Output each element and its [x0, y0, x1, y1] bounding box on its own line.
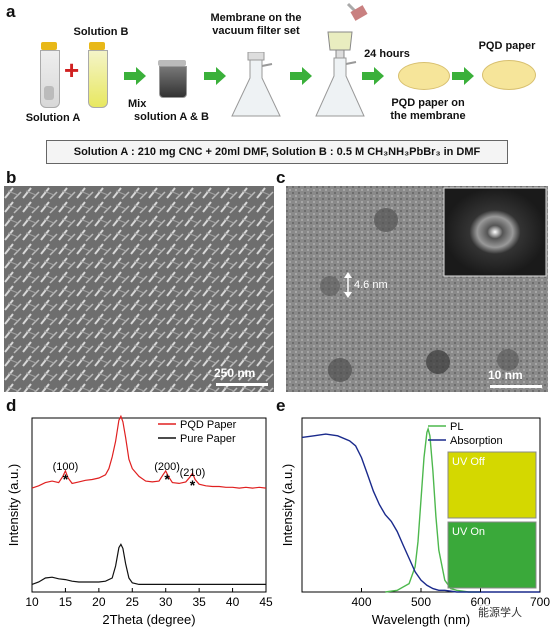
arrow-icon-3 — [290, 67, 312, 85]
x-tick-label: 15 — [59, 595, 73, 609]
legend-label: PQD Paper — [180, 419, 237, 431]
vial-solution-b — [86, 42, 108, 112]
plot-frame — [31, 417, 267, 593]
arrow-icon-5 — [452, 67, 474, 85]
tem-particle-size: 4.6 nm — [354, 279, 388, 291]
x-axis-label: 2Theta (degree) — [102, 612, 195, 627]
panel-letter-e: e — [276, 396, 286, 415]
x-tick-label: 10 — [25, 595, 39, 609]
y-axis-label: Intensity (a.u.) — [6, 464, 21, 546]
x-tick-label: 35 — [192, 595, 206, 609]
x-axis-label: Wavelength (nm) — [372, 612, 471, 627]
solutions-caption: Solution A : 210 mg CNC + 20ml DMF, Solu… — [46, 140, 508, 164]
sem-texture — [4, 186, 274, 392]
pqd-disc-membrane — [398, 62, 450, 90]
x-tick-label: 30 — [159, 595, 173, 609]
panel-letter-b: b — [6, 168, 17, 187]
peak-marker: * — [63, 471, 69, 487]
label-mix-1: Mix — [128, 98, 147, 110]
x-tick-label: 25 — [126, 595, 140, 609]
x-tick-label: 45 — [259, 595, 273, 609]
vacuum-flask-filled — [315, 2, 368, 117]
series-line-pure-paper — [31, 543, 266, 585]
vial-solution-a — [38, 42, 60, 112]
label-pqd-membrane-1: PQD paper on — [391, 97, 465, 109]
x-tick-label: 20 — [92, 595, 106, 609]
beaker-mix — [158, 60, 187, 98]
peak-marker: * — [164, 471, 170, 487]
legend-label: Pure Paper — [180, 433, 236, 445]
tem-texture — [286, 186, 548, 392]
plus-icon: + — [64, 55, 80, 85]
inset-photo — [447, 451, 537, 519]
inset-photo — [447, 521, 537, 589]
sem-scalebar-label: 250 nm — [214, 366, 256, 380]
legend-label: PL — [450, 421, 463, 433]
tem-scalebar-label: 10 nm — [488, 368, 523, 382]
pqd-disc-paper — [482, 60, 536, 90]
x-tick-label: 40 — [226, 595, 240, 609]
arrow-icons — [124, 67, 474, 85]
vacuum-flask-empty — [231, 52, 281, 117]
arrow-icon-2 — [204, 67, 226, 85]
peak-label: (100) — [53, 461, 79, 473]
panel-letter-c: c — [276, 168, 286, 187]
x-tick-label: 400 — [351, 595, 371, 609]
watermark: 能源学人 — [476, 604, 524, 620]
tem-image: 4.6 nm 10 nm — [286, 186, 548, 392]
tem-scalebar — [490, 385, 542, 388]
inset-label: UV On — [452, 526, 485, 538]
legend-label: Absorption — [450, 435, 503, 447]
label-membrane-1: Membrane on the — [210, 12, 302, 24]
sem-scalebar — [216, 383, 268, 386]
panel-letter-d: d — [6, 396, 17, 415]
label-solution-a: Solution A — [25, 112, 81, 124]
label-24-hours: 24 hours — [364, 48, 410, 60]
arrow-icon-4 — [362, 67, 384, 85]
x-tick-label: 500 — [411, 595, 431, 609]
sem-image: 250 nm — [4, 186, 274, 392]
inset-label: UV Off — [452, 456, 486, 468]
peak-label: (210) — [180, 467, 206, 479]
label-pqd-membrane-2: the membrane — [390, 110, 466, 122]
peak-label: (200) — [154, 461, 180, 473]
x-tick-label: 700 — [530, 595, 550, 609]
label-mix-2: solution A & B — [134, 111, 209, 123]
series-line-absorption — [301, 433, 540, 593]
label-membrane-2: vacuum filter set — [212, 25, 300, 37]
arrow-icon-1 — [124, 67, 146, 85]
y-axis-label: Intensity (a.u.) — [280, 464, 295, 546]
xrd-chart: 10 15 20 25 30 35 40 45 2Theta (degree) Intensity… — [6, 414, 273, 627]
label-pqd-paper: PQD paper — [478, 40, 536, 52]
peak-marker: * — [190, 477, 196, 493]
panel-letter-a: a — [6, 2, 16, 21]
label-solution-b: Solution B — [73, 26, 129, 38]
series-line-pqd-paper — [31, 414, 267, 489]
